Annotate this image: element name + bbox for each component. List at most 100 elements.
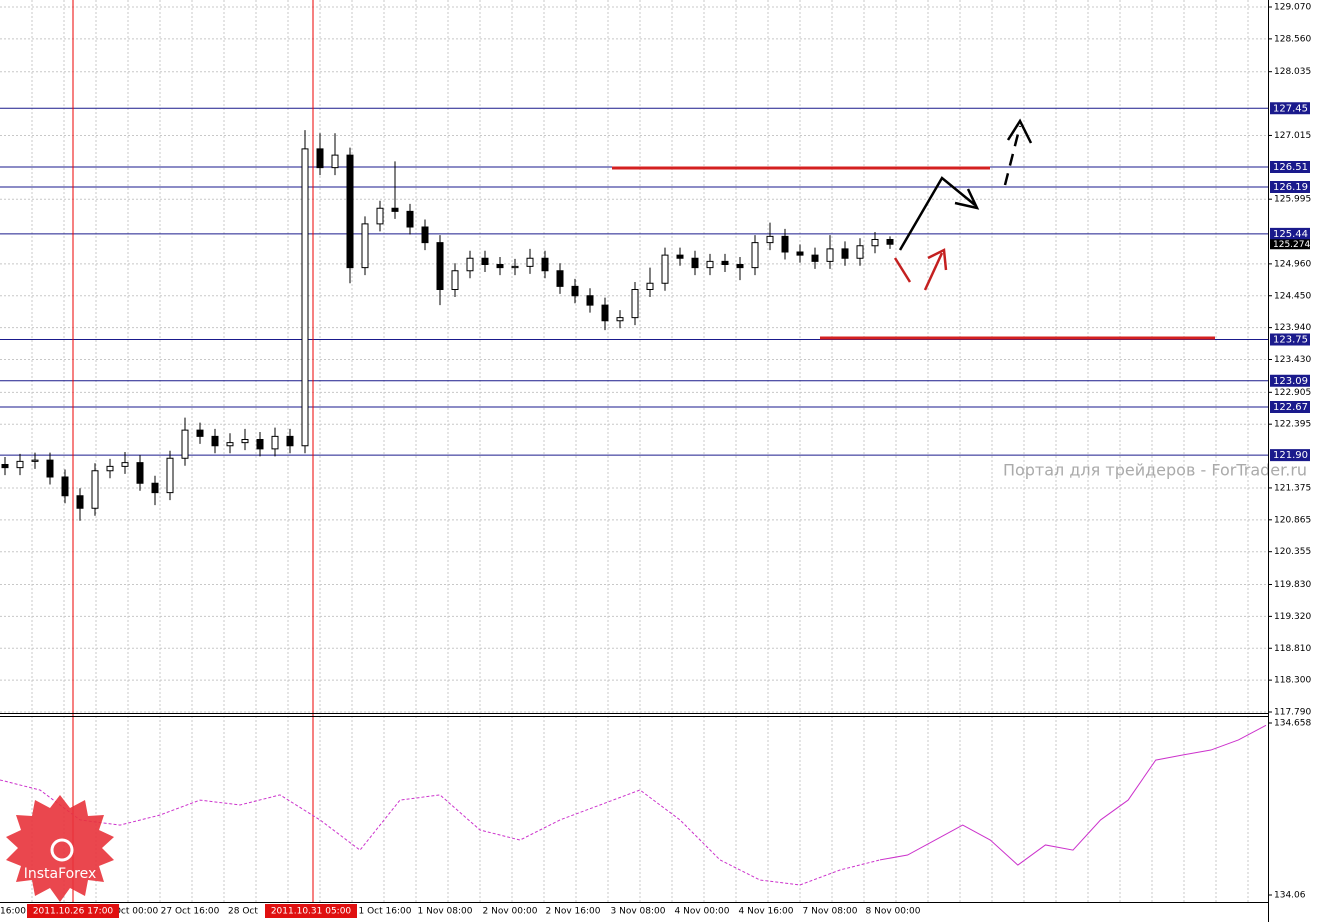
candle-body bbox=[181, 429, 189, 459]
candle-body bbox=[46, 459, 54, 478]
level-box bbox=[1270, 374, 1310, 387]
candle-body bbox=[226, 442, 234, 447]
y-tick-label: 118.300 bbox=[1274, 676, 1311, 686]
y-tick-label: 122.395 bbox=[1274, 420, 1311, 430]
candle-body bbox=[706, 260, 714, 269]
watermark: Портал для трейдеров - ForTrader.ru bbox=[1003, 461, 1307, 480]
level-box bbox=[1270, 227, 1310, 240]
forecast-arrow bbox=[1003, 125, 1022, 186]
y-tick-label: 127.015 bbox=[1274, 131, 1311, 141]
candle-body bbox=[886, 239, 894, 245]
indicator-line bbox=[879, 724, 1267, 866]
candle-body bbox=[616, 317, 624, 322]
marker-label: 2011.10.26 17:00 bbox=[33, 907, 114, 917]
candle-body bbox=[496, 264, 504, 269]
candle-body bbox=[16, 460, 24, 469]
x-tick-label: Oct 00:00 bbox=[114, 907, 159, 917]
level-label: 127.45 bbox=[1273, 103, 1308, 114]
x-tick-label: 1 Nov 08:00 bbox=[418, 907, 473, 917]
y-tick-label: 124.450 bbox=[1274, 291, 1311, 301]
arrow-head bbox=[927, 248, 948, 271]
level-label: 121.90 bbox=[1273, 450, 1308, 461]
x-tick-label: 2 Nov 16:00 bbox=[546, 907, 601, 917]
candle-body bbox=[91, 470, 99, 509]
candle-body bbox=[841, 248, 849, 259]
y-tick-label: 119.320 bbox=[1274, 612, 1311, 622]
marker-label: 2011.10.31 05:00 bbox=[271, 907, 352, 917]
x-tick-label: 27 Oct 16:00 bbox=[161, 907, 220, 917]
candle-body bbox=[31, 459, 39, 462]
y-tick-label: 128.560 bbox=[1274, 34, 1311, 44]
y-tick-label: 123.940 bbox=[1274, 323, 1311, 333]
logo-icon bbox=[50, 838, 74, 862]
marker-box bbox=[265, 904, 357, 918]
candle-body bbox=[856, 245, 864, 259]
grid bbox=[0, 0, 1268, 902]
candle-body bbox=[766, 235, 774, 244]
x-tick-label: 4 Nov 16:00 bbox=[739, 907, 794, 917]
arrow-head bbox=[954, 188, 980, 210]
logo-text: InstaForex bbox=[24, 866, 97, 882]
forecast-arrow bbox=[898, 176, 976, 251]
axes: 129.070 128.560 128.035 127.015 125.995 124.9… bbox=[0, 3, 1311, 918]
level-box bbox=[1270, 449, 1310, 462]
x-tick-label: 2 Nov 00:00 bbox=[483, 907, 538, 917]
candle-body bbox=[466, 257, 474, 272]
candle-body bbox=[556, 270, 564, 287]
candles bbox=[1, 130, 894, 521]
candle-body bbox=[826, 248, 834, 262]
candle-body bbox=[661, 254, 669, 284]
candle-body bbox=[361, 223, 369, 269]
y-tick-label: 125.995 bbox=[1274, 195, 1311, 205]
level-label: 123.75 bbox=[1273, 335, 1308, 346]
candle-body bbox=[1, 464, 9, 469]
candle-body bbox=[316, 148, 324, 169]
candle-body bbox=[871, 239, 879, 247]
indicator bbox=[0, 724, 1267, 886]
y-tick-label: 118.810 bbox=[1274, 644, 1311, 654]
candle-body bbox=[376, 207, 384, 225]
level-box bbox=[1270, 181, 1310, 193]
candle-body bbox=[796, 251, 804, 256]
candle-body bbox=[106, 465, 114, 472]
candle-body bbox=[136, 462, 144, 484]
y-tick-label: 124.960 bbox=[1274, 259, 1311, 269]
x-tick-label: 4 Nov 00:00 bbox=[675, 907, 730, 917]
y-tick-label: 120.865 bbox=[1274, 515, 1311, 525]
candle-body bbox=[76, 495, 84, 509]
logo: InstaForex bbox=[6, 795, 114, 902]
candle-body bbox=[211, 435, 219, 447]
candle-body bbox=[406, 210, 414, 228]
candle-body bbox=[241, 439, 249, 444]
candle-body bbox=[511, 265, 519, 269]
candle-body bbox=[166, 457, 174, 494]
current-price-box bbox=[1270, 239, 1310, 250]
candle-body bbox=[691, 257, 699, 269]
forecast-arrow bbox=[923, 252, 944, 291]
logo-badge bbox=[6, 795, 114, 902]
y-tick-label: 121.375 bbox=[1274, 483, 1311, 493]
x-tick-label: 3 Nov 08:00 bbox=[611, 907, 666, 917]
x-tick-label: 8 Nov 00:00 bbox=[866, 907, 921, 917]
candle-body bbox=[631, 289, 639, 319]
y-tick-label: 119.830 bbox=[1274, 580, 1311, 590]
candle-body bbox=[751, 242, 759, 269]
candle-body bbox=[346, 154, 354, 269]
candle-body bbox=[721, 260, 729, 265]
levels bbox=[0, 107, 1268, 456]
candle-body bbox=[571, 285, 579, 297]
candle-body bbox=[526, 257, 534, 267]
candle-body bbox=[421, 226, 429, 244]
x-tick-label: 28 Oct bbox=[228, 907, 258, 917]
y-tick-label: 120.355 bbox=[1274, 547, 1311, 557]
y-tick-label: 123.430 bbox=[1274, 355, 1311, 365]
y-tick-label: 128.035 bbox=[1274, 67, 1311, 77]
level-box bbox=[1270, 401, 1310, 413]
indicator-tick-label: 134.658 bbox=[1274, 719, 1311, 729]
candle-body bbox=[331, 154, 339, 169]
candle-body bbox=[391, 207, 399, 212]
candle-body bbox=[781, 235, 789, 253]
level-box bbox=[1270, 333, 1310, 346]
